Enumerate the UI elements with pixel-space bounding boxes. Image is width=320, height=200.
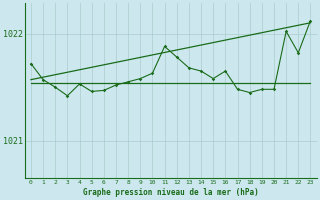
X-axis label: Graphe pression niveau de la mer (hPa): Graphe pression niveau de la mer (hPa) xyxy=(83,188,259,197)
